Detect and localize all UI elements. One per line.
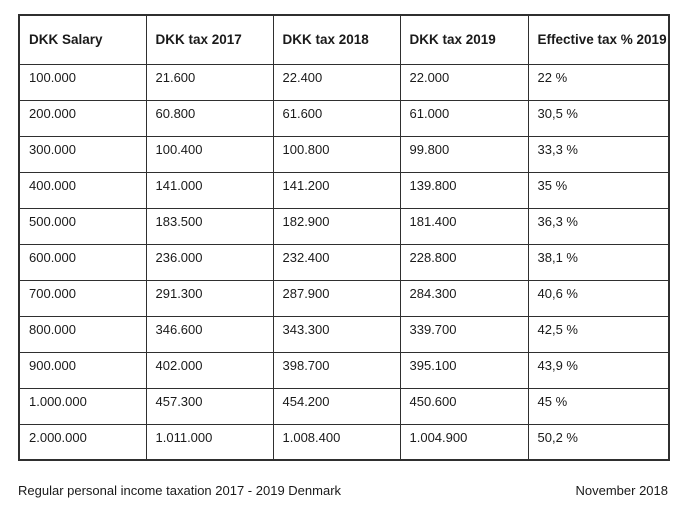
table-cell: 291.300 xyxy=(145,279,274,317)
table-cell: 800.000 xyxy=(18,315,147,353)
table-cell: 50,2 % xyxy=(527,423,670,461)
table-cell: 99.800 xyxy=(399,135,529,173)
table-cell: 22.400 xyxy=(272,63,401,101)
table-cell: 1.011.000 xyxy=(145,423,274,461)
table-cell: 38,1 % xyxy=(527,243,670,281)
table-cell: 30,5 % xyxy=(527,99,670,137)
table-cell: 42,5 % xyxy=(527,315,670,353)
table-cell: 284.300 xyxy=(399,279,529,317)
table-row: 200.000 60.800 61.600 61.000 30,5 % xyxy=(18,99,670,137)
table-row: 400.000 141.000 141.200 139.800 35 % xyxy=(18,171,670,209)
table-cell: 40,6 % xyxy=(527,279,670,317)
table-cell: 33,3 % xyxy=(527,135,670,173)
table-cell: 100.800 xyxy=(272,135,401,173)
table-cell: 228.800 xyxy=(399,243,529,281)
table-cell: 22.000 xyxy=(399,63,529,101)
table-cell: 1.000.000 xyxy=(18,387,147,425)
table-cell: 45 % xyxy=(527,387,670,425)
table-row: 600.000 236.000 232.400 228.800 38,1 % xyxy=(18,243,670,281)
column-header-tax-2017: DKK tax 2017 xyxy=(145,14,274,65)
table-cell: 402.000 xyxy=(145,351,274,389)
table-cell: 232.400 xyxy=(272,243,401,281)
table-row: 700.000 291.300 287.900 284.300 40,6 % xyxy=(18,279,670,317)
table-cell: 400.000 xyxy=(18,171,147,209)
income-tax-table: DKK Salary DKK tax 2017 DKK tax 2018 DKK… xyxy=(18,14,670,461)
table-cell: 200.000 xyxy=(18,99,147,137)
column-header-tax-2019: DKK tax 2019 xyxy=(399,14,529,65)
table-cell: 346.600 xyxy=(145,315,274,353)
table-cell: 60.800 xyxy=(145,99,274,137)
table-body: 100.000 21.600 22.400 22.000 22 % 200.000 60.8… xyxy=(18,63,670,461)
table-cell: 141.200 xyxy=(272,171,401,209)
table-cell: 900.000 xyxy=(18,351,147,389)
table-cell: 339.700 xyxy=(399,315,529,353)
table-cell: 454.200 xyxy=(272,387,401,425)
table-cell: 36,3 % xyxy=(527,207,670,245)
table-cell: 21.600 xyxy=(145,63,274,101)
table-cell: 182.900 xyxy=(272,207,401,245)
table-cell: 300.000 xyxy=(18,135,147,173)
table-cell: 100.400 xyxy=(145,135,274,173)
table-row: 1.000.000 457.300 454.200 450.600 45 % xyxy=(18,387,670,425)
column-header-salary: DKK Salary xyxy=(18,14,147,65)
table-cell: 450.600 xyxy=(399,387,529,425)
table-cell: 43,9 % xyxy=(527,351,670,389)
table-row: 2.000.000 1.011.000 1.008.400 1.004.900 50,2… xyxy=(18,423,670,461)
table-cell: 287.900 xyxy=(272,279,401,317)
column-header-effective-tax-2019: Effective tax % 2019 xyxy=(527,14,670,65)
column-header-tax-2018: DKK tax 2018 xyxy=(272,14,401,65)
table-cell: 181.400 xyxy=(399,207,529,245)
table-cell: 100.000 xyxy=(18,63,147,101)
table-cell: 22 % xyxy=(527,63,670,101)
table-cell: 35 % xyxy=(527,171,670,209)
table-cell: 61.600 xyxy=(272,99,401,137)
table-row: 300.000 100.400 100.800 99.800 33,3 % xyxy=(18,135,670,173)
footer: Regular personal income taxation 2017 - … xyxy=(18,483,668,498)
table-row: 800.000 346.600 343.300 339.700 42,5 % xyxy=(18,315,670,353)
table-row: 900.000 402.000 398.700 395.100 43,9 % xyxy=(18,351,670,389)
table-cell: 2.000.000 xyxy=(18,423,147,461)
table-header-row: DKK Salary DKK tax 2017 DKK tax 2018 DKK… xyxy=(18,14,670,65)
table-cell: 141.000 xyxy=(145,171,274,209)
table-cell: 500.000 xyxy=(18,207,147,245)
table-cell: 700.000 xyxy=(18,279,147,317)
table-cell: 183.500 xyxy=(145,207,274,245)
table-cell: 600.000 xyxy=(18,243,147,281)
table-row: 100.000 21.600 22.400 22.000 22 % xyxy=(18,63,670,101)
table-cell: 457.300 xyxy=(145,387,274,425)
table-cell: 343.300 xyxy=(272,315,401,353)
table-cell: 398.700 xyxy=(272,351,401,389)
table-cell: 139.800 xyxy=(399,171,529,209)
table-row: 500.000 183.500 182.900 181.400 36,3 % xyxy=(18,207,670,245)
table-cell: 395.100 xyxy=(399,351,529,389)
date-label: November 2018 xyxy=(575,483,669,498)
table-cell: 1.004.900 xyxy=(399,423,529,461)
table-cell: 236.000 xyxy=(145,243,274,281)
table-cell: 1.008.400 xyxy=(272,423,401,461)
table-caption: Regular personal income taxation 2017 - … xyxy=(18,483,342,498)
table-cell: 61.000 xyxy=(399,99,529,137)
